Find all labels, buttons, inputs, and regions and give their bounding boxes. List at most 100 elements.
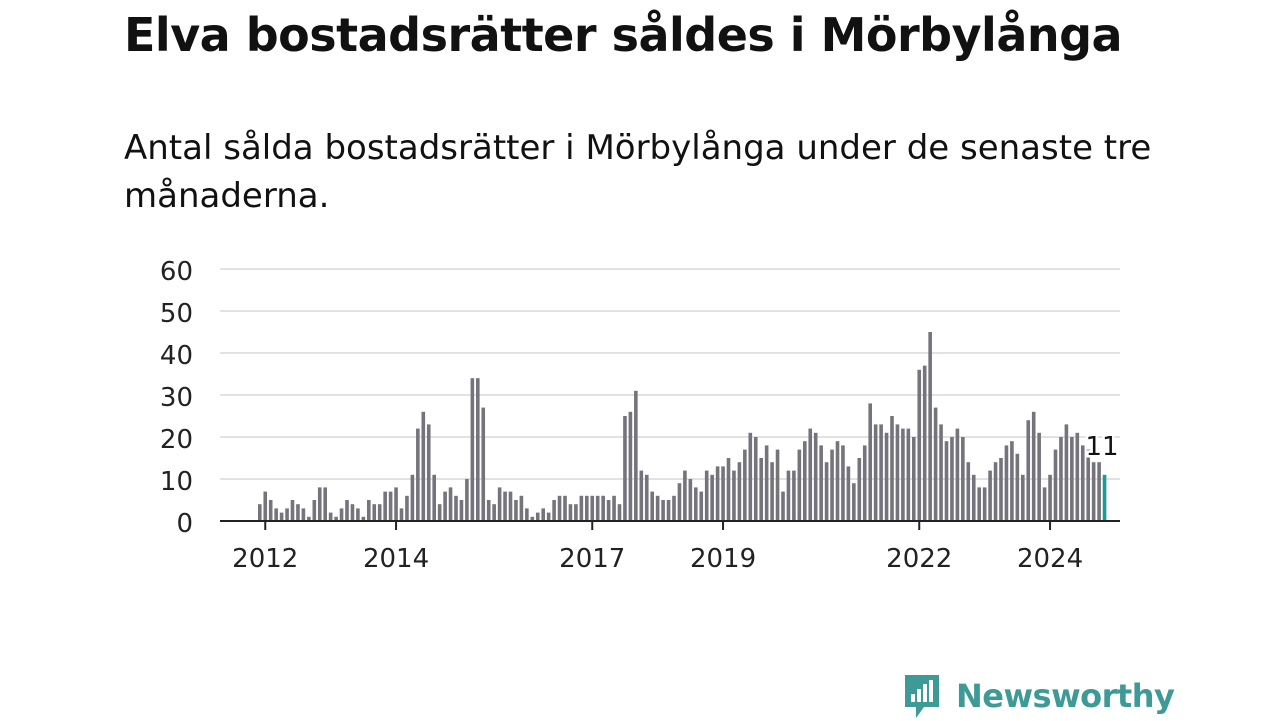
bar — [508, 491, 513, 521]
bar — [1010, 441, 1014, 521]
bar — [617, 504, 622, 521]
bar — [410, 474, 415, 521]
bar — [372, 504, 377, 521]
bar — [612, 495, 616, 521]
y-tick-label: 10 — [160, 467, 193, 497]
bar — [486, 500, 491, 521]
bar — [421, 411, 426, 521]
bar — [350, 504, 355, 521]
bar — [808, 428, 813, 521]
bar — [683, 470, 687, 521]
bar — [268, 500, 273, 521]
bar — [323, 487, 327, 521]
bar — [432, 474, 436, 521]
page-title: Elva bostadsrätter såldes i Mörbylånga — [124, 8, 1123, 62]
bar — [579, 495, 584, 521]
bar — [961, 437, 965, 521]
bar — [1053, 449, 1058, 521]
bar — [546, 512, 551, 521]
bar — [781, 491, 785, 521]
bar — [470, 378, 475, 521]
bar — [862, 445, 867, 521]
x-tick-label: 2014 — [363, 544, 429, 574]
bar — [775, 449, 780, 521]
bar — [1091, 462, 1096, 521]
bar — [530, 516, 535, 521]
bar — [977, 487, 981, 521]
bar — [726, 458, 731, 521]
bar — [563, 495, 567, 521]
bar — [786, 470, 791, 521]
bar — [285, 508, 289, 521]
bar — [672, 495, 676, 521]
bar — [879, 424, 883, 521]
bar — [895, 424, 900, 521]
bar — [535, 512, 540, 521]
bar-highlight — [1102, 474, 1107, 521]
bar — [1021, 474, 1025, 521]
bar — [454, 495, 458, 521]
bar — [514, 500, 518, 521]
bar — [443, 491, 447, 521]
bar — [819, 445, 823, 521]
bar — [437, 504, 442, 521]
newsworthy-logo: Newsworthy — [902, 671, 1175, 721]
bar — [274, 508, 278, 521]
bar — [345, 500, 349, 521]
bar — [623, 416, 627, 521]
brand-name: Newsworthy — [956, 677, 1175, 715]
bar — [933, 407, 938, 521]
bar — [503, 491, 507, 521]
bar — [634, 390, 638, 521]
bar — [601, 495, 605, 521]
bar — [1037, 432, 1041, 521]
bar — [1064, 424, 1069, 521]
bar — [917, 369, 922, 521]
bar — [465, 479, 469, 521]
bar — [1026, 420, 1031, 521]
bar — [1042, 487, 1047, 521]
bar — [753, 437, 758, 521]
y-tick-label: 30 — [160, 383, 193, 413]
bar — [993, 462, 998, 521]
bar — [519, 495, 524, 521]
bar — [525, 508, 529, 521]
bar — [399, 508, 404, 521]
bar-chart: 0 10 20 30 40 50 60 2012 2014 2017 2019 2022 2024 11 — [160, 257, 1121, 574]
bar — [824, 462, 829, 521]
bar — [317, 487, 322, 521]
bar — [835, 441, 840, 521]
bar — [356, 508, 360, 521]
newsworthy-chart-icon — [905, 675, 939, 718]
x-tick-label: 2019 — [690, 544, 756, 574]
bar — [732, 470, 736, 521]
bar — [857, 458, 862, 521]
bar — [568, 504, 573, 521]
bar — [628, 411, 633, 521]
bar — [476, 378, 480, 521]
bar — [339, 508, 344, 521]
bar — [966, 462, 971, 521]
bar — [792, 470, 796, 521]
bar — [1086, 449, 1090, 521]
bar — [944, 441, 949, 521]
bar — [595, 495, 600, 521]
bar — [694, 487, 698, 521]
bar — [688, 479, 693, 521]
x-tick-label: 2017 — [559, 544, 625, 574]
bar — [868, 403, 872, 521]
y-tick-label: 40 — [160, 341, 193, 371]
bar — [301, 508, 306, 521]
bar — [383, 491, 387, 521]
bar — [999, 458, 1003, 521]
bar — [901, 428, 905, 521]
bar — [813, 432, 818, 521]
bar — [1075, 432, 1080, 521]
bar — [290, 500, 295, 521]
bar — [846, 466, 851, 521]
bar — [1080, 445, 1085, 521]
bar — [655, 495, 660, 521]
bar — [426, 424, 431, 521]
bar — [644, 474, 649, 521]
bar — [743, 449, 747, 521]
